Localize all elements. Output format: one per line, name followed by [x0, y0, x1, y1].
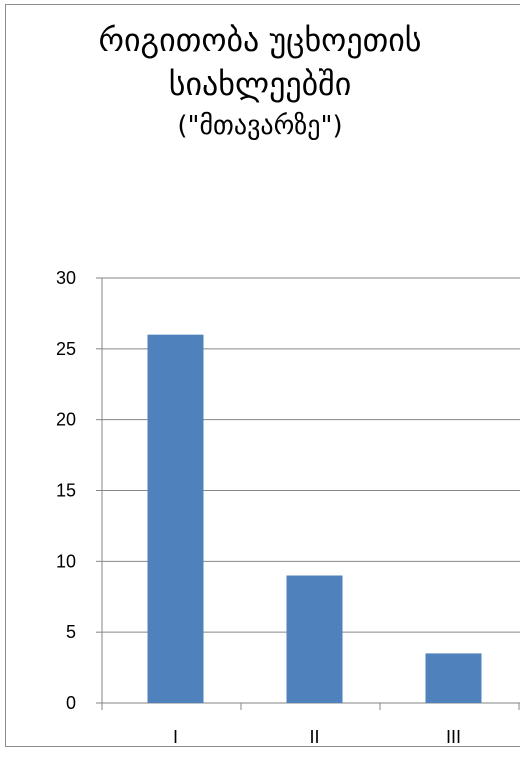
chart-title: რიგითობა უცხოეთის სიახლეებში ("მთავარზე"… — [0, 18, 520, 146]
y-tick-label: 20 — [56, 410, 76, 430]
x-tick-label: I — [173, 727, 178, 747]
y-tick-label: 30 — [56, 268, 76, 288]
chart-title-line-2: სიახლეებში — [168, 65, 352, 103]
y-tick-label: 25 — [56, 339, 76, 359]
chart-frame — [5, 4, 520, 747]
chart-title-line-1: რიგითობა უცხოეთის — [98, 21, 422, 59]
y-tick-label: 10 — [56, 551, 76, 571]
bar-III — [425, 653, 482, 703]
x-tick-label: II — [309, 727, 319, 747]
y-tick-label: 5 — [66, 622, 76, 642]
chart-title-line-3: ("მთავარზე") — [177, 111, 343, 141]
y-tick-label: 15 — [56, 481, 76, 501]
y-tick-label: 0 — [66, 693, 76, 713]
x-tick-label: III — [446, 727, 461, 747]
bar-II — [286, 575, 343, 703]
bar-I — [147, 334, 204, 703]
